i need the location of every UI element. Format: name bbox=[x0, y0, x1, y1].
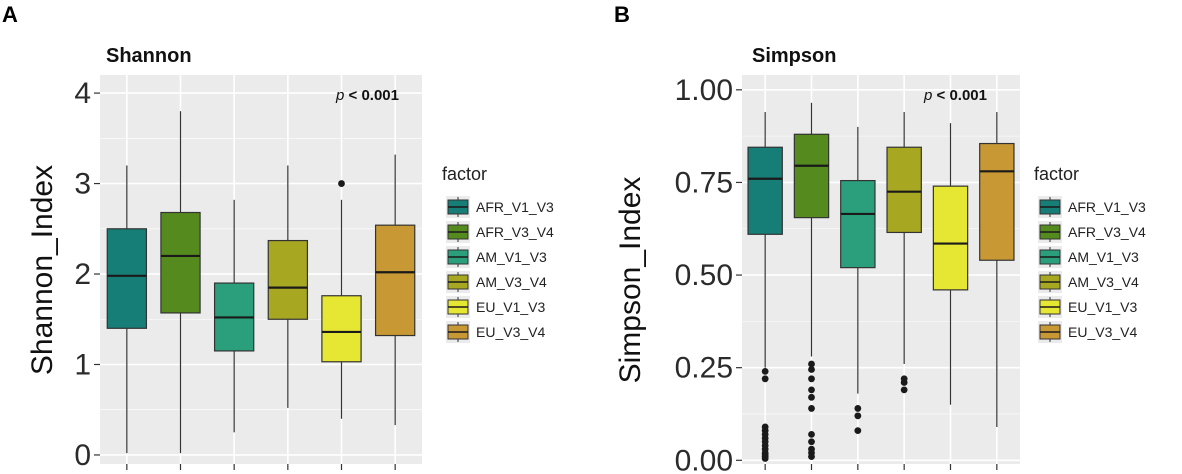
boxes-simpson bbox=[747, 102, 1015, 462]
y-tick-label: 0 bbox=[74, 439, 91, 472]
legend-label: AFR_V1_V3 bbox=[476, 199, 554, 215]
box-eu-v1-v3 bbox=[932, 123, 969, 405]
outlier-point bbox=[854, 412, 862, 420]
outlier-point bbox=[808, 405, 815, 412]
y-axis-title-simpson: Simpson_Index bbox=[614, 177, 647, 384]
chart-title-shannon: Shannon bbox=[106, 45, 192, 67]
outlier-point bbox=[761, 375, 769, 383]
box-eu-v3-v4 bbox=[374, 154, 416, 426]
outlier-point bbox=[808, 453, 815, 460]
outlier-point bbox=[338, 180, 345, 187]
legend-label: EU_V1_V3 bbox=[476, 299, 545, 315]
legend-label: AFR_V3_V4 bbox=[1068, 224, 1146, 240]
outlier-point bbox=[808, 386, 815, 394]
legend-item-afr-v1-v3: AFR_V1_V3 bbox=[446, 196, 554, 218]
legend-simpson: AFR_V1_V3 AFR_V3_V4 AM_V1_V3 AM_V3_V4 EU_V1_… bbox=[1038, 196, 1146, 343]
plot-panel-simpson bbox=[742, 75, 1020, 464]
outlier-point bbox=[808, 438, 815, 446]
y-tick-label: 0.00 bbox=[675, 444, 733, 474]
outlier-point bbox=[761, 367, 769, 375]
boxes-shannon bbox=[106, 111, 416, 454]
legend-label: EU_V3_V4 bbox=[1068, 324, 1137, 340]
iqr-box bbox=[267, 239, 309, 320]
box-eu-v1-v3 bbox=[321, 180, 362, 419]
outlier-point bbox=[854, 427, 862, 435]
legend-item-eu-v3-v4: EU_V3_V4 bbox=[1038, 321, 1137, 343]
iqr-box bbox=[932, 185, 969, 291]
box-am-v1-v3 bbox=[213, 199, 255, 433]
legend-title-shannon: factor bbox=[442, 164, 487, 184]
y-tick-label: 0.75 bbox=[675, 166, 733, 199]
legend-title-simpson: factor bbox=[1034, 164, 1079, 184]
outlier-point bbox=[808, 393, 815, 401]
legend-label: EU_V3_V4 bbox=[476, 324, 545, 340]
legend-item-eu-v1-v3: EU_V1_V3 bbox=[1038, 296, 1137, 318]
iqr-box bbox=[979, 142, 1015, 261]
outlier-point bbox=[900, 386, 908, 394]
box-afr-v3-v4 bbox=[793, 102, 830, 460]
outlier-point bbox=[808, 375, 815, 383]
legend-item-am-v1-v3: AM_V1_V3 bbox=[446, 246, 547, 268]
box-afr-v3-v4 bbox=[160, 111, 201, 454]
legend-label: AM_V3_V4 bbox=[476, 274, 547, 290]
legend-label: AM_V1_V3 bbox=[476, 249, 547, 265]
outlier-point bbox=[808, 360, 815, 368]
panel-b: B Simpson 0.00 0.25 0.50 0.75 1.00 Simpson_I… bbox=[614, 2, 1146, 474]
box-afr-v1-v3 bbox=[106, 165, 148, 454]
y-axis-simpson: 0.00 0.25 0.50 0.75 1.00 bbox=[675, 74, 742, 474]
iqr-box bbox=[747, 146, 783, 235]
legend-item-eu-v1-v3: EU_V1_V3 bbox=[446, 296, 545, 318]
x-ticks-simpson bbox=[764, 464, 998, 470]
y-tick-label: 2 bbox=[74, 258, 91, 291]
outlier-point bbox=[854, 405, 862, 412]
legend-label: AFR_V1_V3 bbox=[1068, 199, 1146, 215]
iqr-box bbox=[160, 211, 201, 314]
box-am-v3-v4 bbox=[267, 165, 309, 408]
legend-item-am-v1-v3: AM_V1_V3 bbox=[1038, 246, 1139, 268]
legend-shannon: AFR_V1_V3 AFR_V3_V4 AM_V1_V3 AM_V3_V4 EU_V1_… bbox=[446, 196, 554, 343]
plot-panel-shannon bbox=[100, 75, 422, 464]
p-value-annotation-shannon: p < 0.001 bbox=[335, 87, 399, 104]
panel-letter-b: B bbox=[614, 2, 630, 27]
box-afr-v1-v3 bbox=[747, 112, 783, 462]
y-tick-label: 4 bbox=[74, 77, 91, 110]
outlier-point bbox=[808, 366, 815, 373]
legend-label: EU_V1_V3 bbox=[1068, 299, 1137, 315]
iqr-box bbox=[793, 133, 830, 219]
iqr-box bbox=[374, 224, 416, 337]
panel-letter-a: A bbox=[2, 2, 18, 27]
y-tick-label: 1.00 bbox=[675, 74, 733, 107]
iqr-box bbox=[840, 179, 876, 269]
legend-label: AM_V3_V4 bbox=[1068, 274, 1139, 290]
legend-item-afr-v1-v3: AFR_V1_V3 bbox=[1038, 196, 1146, 218]
iqr-box bbox=[106, 228, 148, 329]
outlier-point bbox=[761, 455, 769, 462]
x-ticks-shannon bbox=[126, 464, 396, 470]
y-tick-label: 0.50 bbox=[675, 259, 733, 292]
y-tick-label: 3 bbox=[74, 168, 91, 201]
box-am-v1-v3 bbox=[840, 126, 876, 435]
legend-item-afr-v3-v4: AFR_V3_V4 bbox=[446, 221, 554, 243]
iqr-box bbox=[886, 146, 922, 234]
chart-title-simpson: Simpson bbox=[752, 45, 836, 67]
y-tick-label: 0.25 bbox=[675, 352, 733, 385]
legend-item-afr-v3-v4: AFR_V3_V4 bbox=[1038, 221, 1146, 243]
iqr-box bbox=[321, 295, 362, 363]
legend-item-eu-v3-v4: EU_V3_V4 bbox=[446, 321, 545, 343]
box-eu-v3-v4 bbox=[979, 112, 1015, 427]
outlier-point bbox=[808, 430, 815, 438]
y-axis-title-shannon: Shannon_Index bbox=[26, 165, 59, 375]
y-axis-shannon: 0 1 2 3 4 bbox=[74, 77, 100, 472]
legend-item-am-v3-v4: AM_V3_V4 bbox=[1038, 271, 1139, 293]
box-am-v3-v4 bbox=[886, 112, 922, 394]
legend-item-am-v3-v4: AM_V3_V4 bbox=[446, 271, 547, 293]
p-value-annotation-simpson: p < 0.001 bbox=[923, 87, 987, 104]
y-tick-label: 1 bbox=[74, 348, 91, 381]
legend-label: AFR_V3_V4 bbox=[476, 224, 554, 240]
outlier-point bbox=[900, 379, 908, 386]
legend-label: AM_V1_V3 bbox=[1068, 249, 1139, 265]
